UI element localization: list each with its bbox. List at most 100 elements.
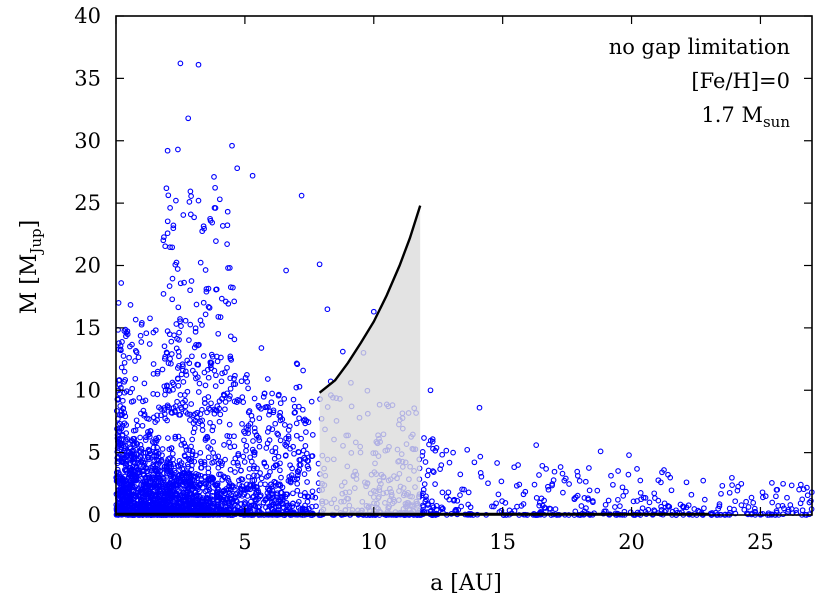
- data-point: [139, 320, 145, 326]
- data-point: [160, 237, 167, 244]
- annotation-line-3-sub: sun: [763, 113, 790, 131]
- data-point: [545, 486, 552, 493]
- data-point: [204, 502, 211, 508]
- data-point: [130, 441, 136, 447]
- data-point: [147, 427, 154, 434]
- data-point: [164, 350, 170, 357]
- data-point: [213, 494, 220, 500]
- data-point: [188, 494, 194, 500]
- data-point: [167, 495, 173, 501]
- data-point: [170, 386, 176, 393]
- data-point: [225, 486, 232, 493]
- data-point: [181, 479, 188, 486]
- data-point: [586, 487, 593, 494]
- data-point: [187, 188, 194, 195]
- data-point: [228, 357, 235, 363]
- data-point: [215, 501, 222, 507]
- data-point: [180, 212, 187, 218]
- data-point: [127, 457, 133, 463]
- data-point: [221, 392, 228, 398]
- data-point: [235, 462, 241, 469]
- data-point: [132, 427, 139, 434]
- data-point: [195, 342, 201, 349]
- data-point: [163, 463, 170, 470]
- data-point: [205, 444, 212, 450]
- data-point: [683, 504, 690, 511]
- y-axis-label-sub: Jup: [27, 228, 45, 255]
- data-point: [286, 504, 293, 511]
- data-point: [762, 493, 769, 500]
- data-point: [264, 376, 271, 382]
- data-point: [176, 507, 182, 514]
- data-point: [150, 444, 157, 451]
- data-point: [751, 505, 758, 512]
- data-point: [141, 411, 148, 418]
- data-point: [243, 442, 250, 449]
- data-point: [215, 313, 222, 320]
- data-point: [218, 295, 225, 302]
- data-point: [422, 498, 429, 505]
- data-point: [176, 457, 183, 464]
- data-point: [729, 474, 735, 481]
- data-point: [285, 478, 292, 484]
- data-point: [620, 493, 627, 499]
- data-point: [294, 487, 301, 494]
- data-point: [780, 480, 786, 487]
- data-point: [303, 450, 310, 457]
- data-point: [224, 222, 231, 229]
- data-point: [199, 427, 206, 433]
- data-point: [729, 482, 735, 488]
- data-point: [230, 284, 236, 291]
- data-point: [173, 259, 180, 266]
- data-point: [202, 400, 208, 406]
- data-point: [274, 430, 281, 437]
- data-point: [207, 217, 214, 224]
- data-point: [275, 431, 282, 438]
- data-point: [134, 501, 141, 508]
- data-point: [227, 393, 233, 399]
- data-point: [168, 338, 175, 345]
- data-point: [173, 477, 180, 484]
- data-point: [173, 345, 180, 352]
- data-point: [808, 498, 814, 504]
- data-point: [182, 317, 189, 324]
- data-point: [209, 459, 215, 466]
- data-point: [562, 475, 569, 482]
- data-point: [169, 275, 176, 282]
- data-point: [265, 472, 272, 479]
- x-tick-label: 15: [489, 530, 516, 554]
- data-point: [241, 491, 248, 498]
- data-point: [238, 486, 245, 493]
- data-point: [189, 451, 196, 458]
- data-point: [138, 410, 144, 417]
- data-point: [136, 477, 142, 483]
- data-point: [700, 477, 707, 484]
- data-point: [249, 417, 256, 423]
- y-axis-label-close: ]: [17, 220, 42, 229]
- data-point: [188, 193, 194, 199]
- data-point: [197, 259, 204, 266]
- data-point: [605, 497, 612, 504]
- data-point: [216, 418, 223, 425]
- data-point: [557, 464, 564, 470]
- data-point: [216, 398, 223, 404]
- data-point: [281, 396, 288, 402]
- data-point: [227, 466, 234, 473]
- data-point: [251, 463, 257, 469]
- data-point: [198, 458, 204, 465]
- data-point: [183, 447, 190, 453]
- data-point: [495, 491, 502, 498]
- data-point: [305, 494, 312, 500]
- data-point: [296, 415, 302, 422]
- data-point: [188, 278, 195, 284]
- data-point: [260, 499, 267, 506]
- data-point: [257, 470, 263, 476]
- data-point: [150, 499, 156, 506]
- data-point: [158, 406, 164, 412]
- data-point: [464, 446, 471, 453]
- data-point: [227, 353, 234, 360]
- data-point: [625, 471, 632, 478]
- data-point: [185, 115, 192, 122]
- data-point: [166, 388, 173, 394]
- data-point: [161, 343, 168, 350]
